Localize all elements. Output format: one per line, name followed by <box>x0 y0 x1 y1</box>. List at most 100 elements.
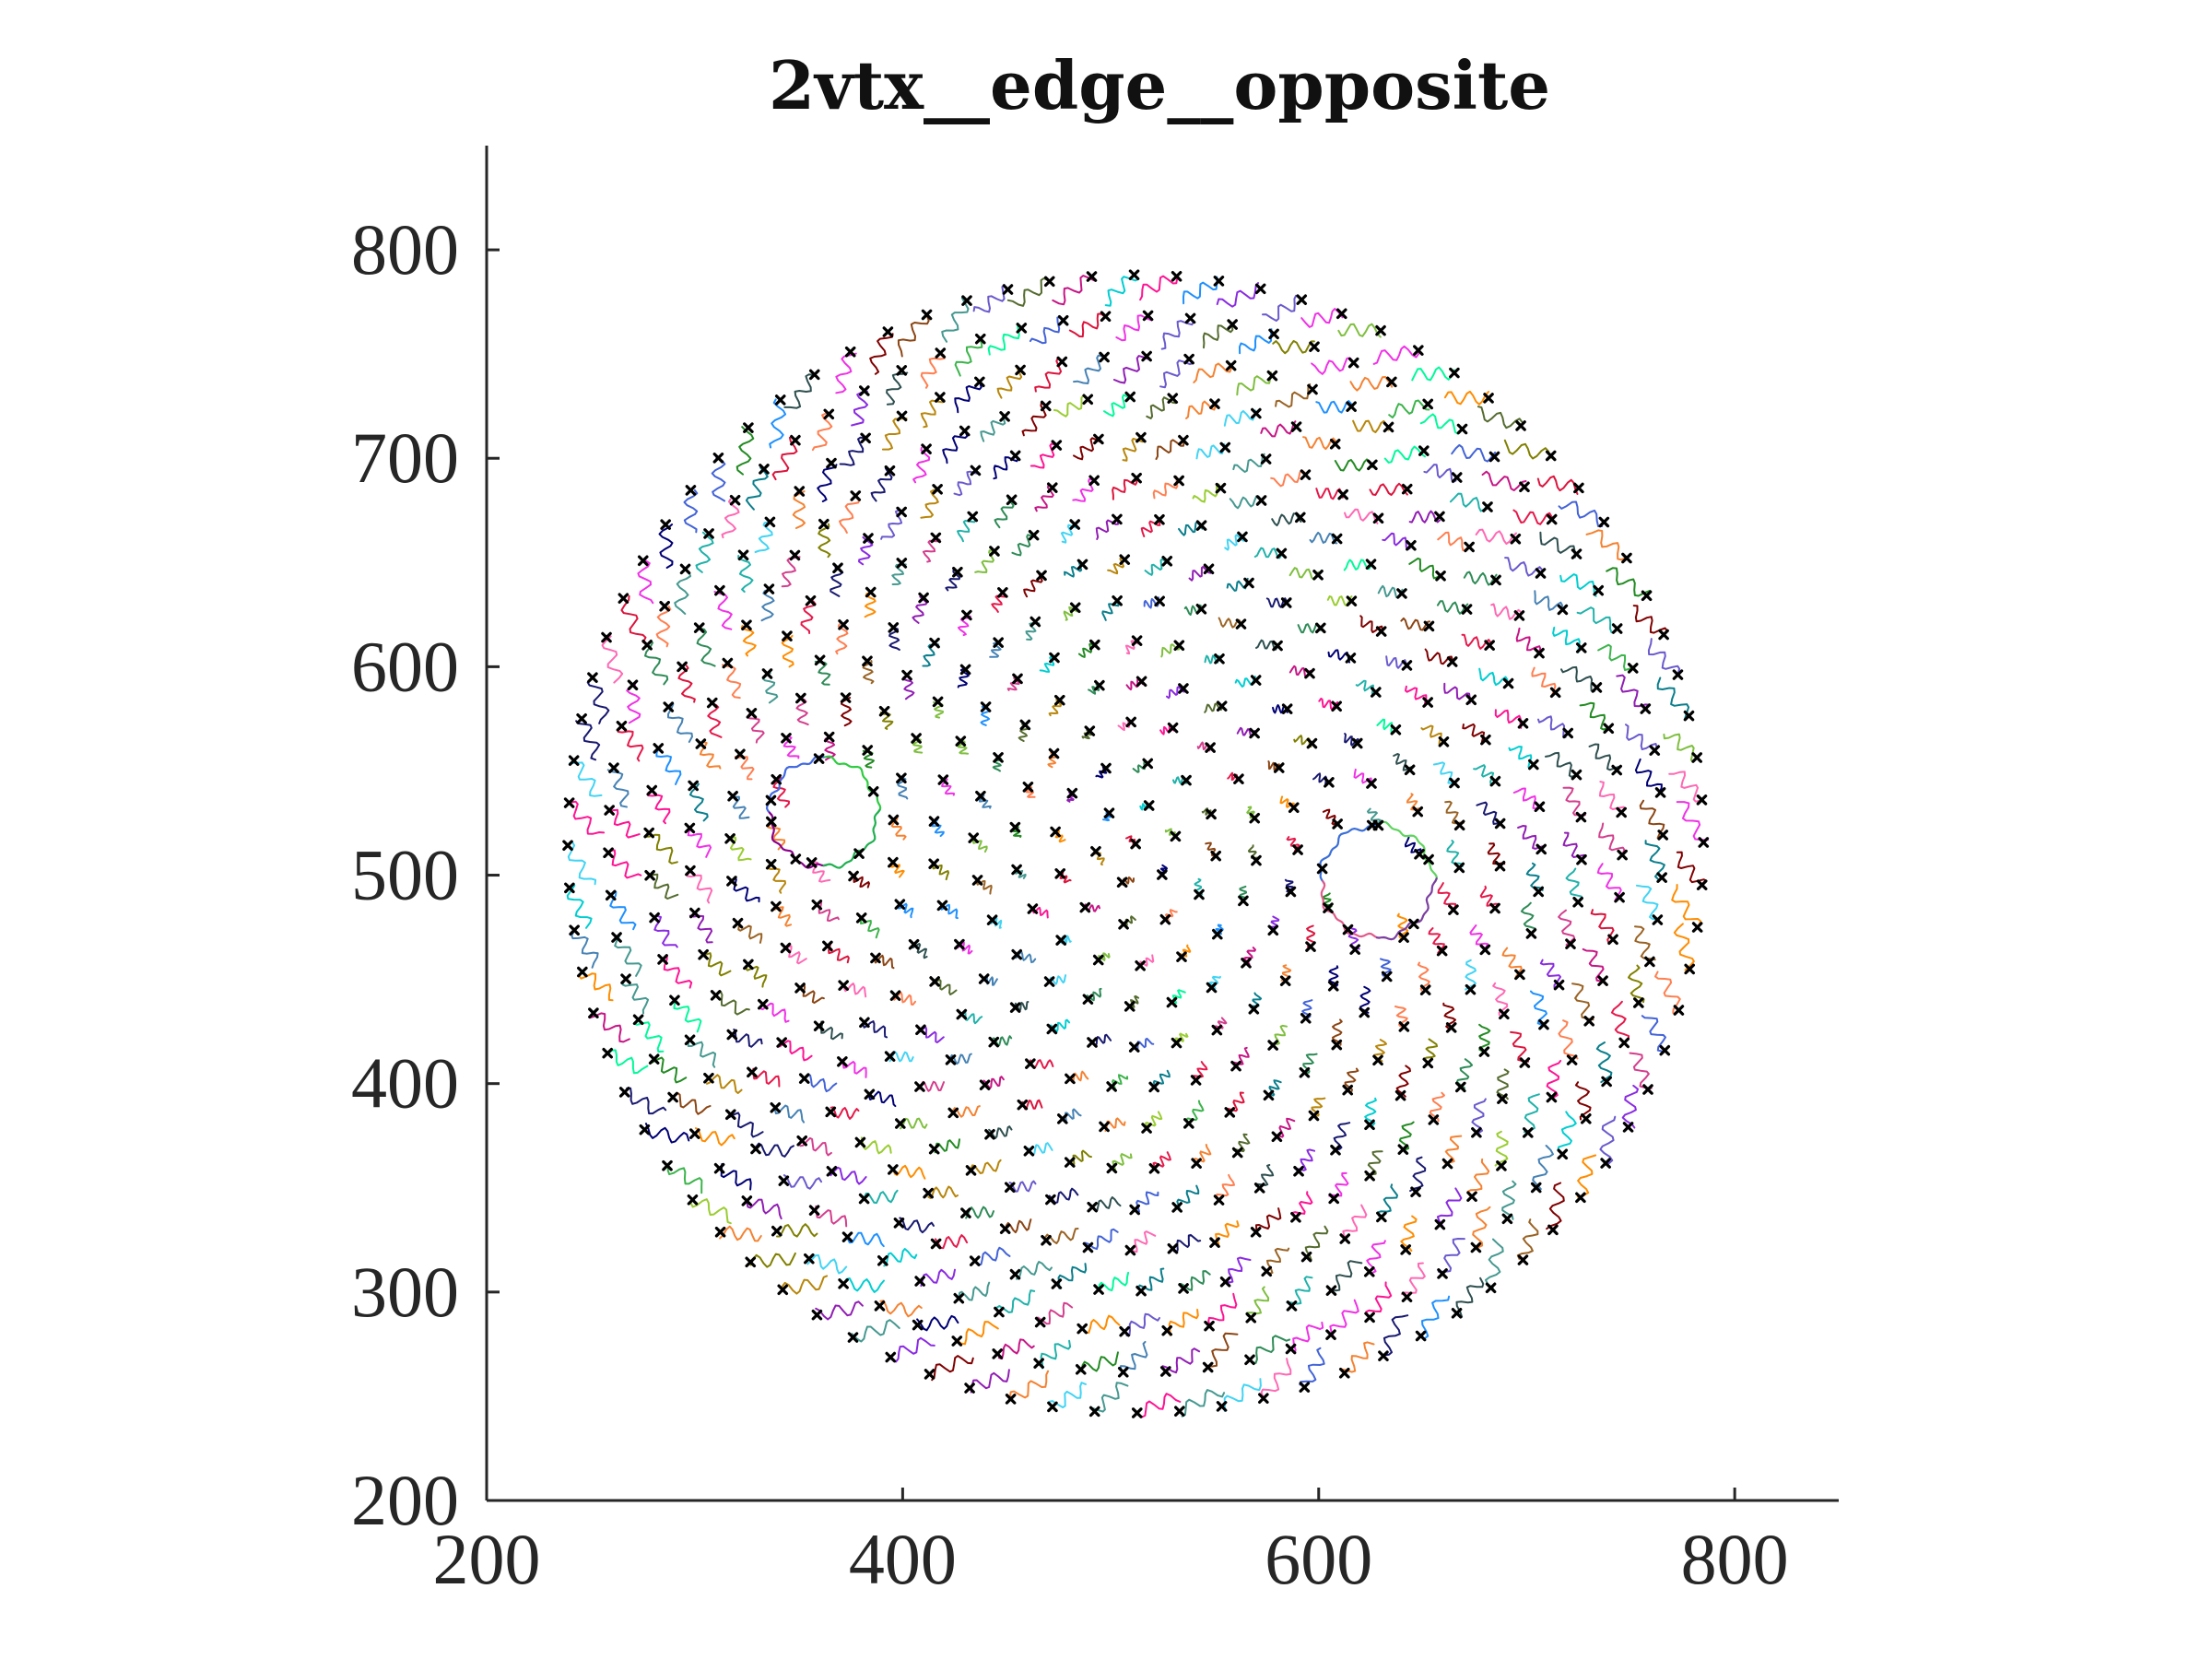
marker <box>1249 812 1261 824</box>
marker <box>1161 1324 1173 1336</box>
marker <box>1093 1284 1104 1295</box>
trail <box>687 1041 717 1068</box>
marker <box>813 753 825 764</box>
marker <box>1212 928 1223 940</box>
trail <box>922 643 939 667</box>
trail <box>1504 557 1543 577</box>
y-tick-label: 400 <box>351 1043 459 1124</box>
trail <box>650 1056 688 1084</box>
marker <box>825 1106 837 1118</box>
trail <box>1139 275 1179 301</box>
trail <box>942 430 969 465</box>
trail <box>1673 923 1695 971</box>
marker <box>867 785 879 797</box>
trail <box>883 1248 918 1267</box>
marker <box>1142 758 1154 770</box>
trail <box>766 865 786 894</box>
marker <box>1597 975 1608 986</box>
marker <box>1401 1291 1413 1303</box>
marker <box>855 912 867 924</box>
marker <box>1157 869 1168 880</box>
marker <box>1598 516 1610 528</box>
trail <box>1557 1111 1577 1156</box>
vortex-loop-segment <box>1372 820 1438 883</box>
trail <box>912 595 928 624</box>
marker <box>1290 1212 1301 1223</box>
trail <box>1523 1093 1540 1134</box>
marker <box>811 1309 823 1321</box>
marker <box>912 1319 924 1331</box>
marker <box>781 733 792 744</box>
trail <box>1015 1261 1053 1280</box>
marker <box>1065 1073 1076 1085</box>
y-tick-label: 700 <box>351 418 459 498</box>
trail <box>1562 831 1587 858</box>
trail <box>737 919 763 944</box>
trail <box>1344 1067 1359 1092</box>
trail <box>1034 484 1054 512</box>
trail <box>862 660 875 685</box>
trail <box>566 884 593 929</box>
marker <box>639 1124 651 1135</box>
marker <box>859 385 870 396</box>
trail <box>1515 627 1542 655</box>
trail <box>1462 723 1486 745</box>
trail <box>997 1338 1035 1360</box>
marker <box>576 713 587 724</box>
trail <box>1243 947 1256 966</box>
marker <box>679 563 691 575</box>
marker <box>1401 483 1413 495</box>
trail <box>1193 1144 1212 1164</box>
trail <box>815 1300 864 1321</box>
marker <box>1089 639 1100 651</box>
marker <box>568 755 580 766</box>
trail <box>1382 532 1411 551</box>
marker <box>1415 1330 1427 1342</box>
marker <box>1213 276 1225 287</box>
marker <box>1019 719 1031 731</box>
marker <box>662 1159 673 1171</box>
marker <box>724 833 735 844</box>
marker <box>795 692 806 704</box>
trail <box>1576 1154 1597 1198</box>
marker <box>1538 1018 1549 1030</box>
marker <box>1219 1276 1231 1288</box>
marker <box>1381 971 1393 982</box>
trail <box>863 1189 899 1205</box>
marker <box>936 900 948 912</box>
marker <box>1691 922 1703 933</box>
trail <box>1571 982 1594 1021</box>
trail <box>728 795 750 819</box>
marker <box>1166 996 1178 1008</box>
marker <box>1268 328 1279 340</box>
marker <box>1528 759 1539 771</box>
trail <box>1598 781 1627 810</box>
marker <box>923 1187 934 1199</box>
marker <box>778 1175 790 1187</box>
trail <box>1255 639 1278 651</box>
marker <box>1576 853 1587 865</box>
marker <box>637 555 649 567</box>
marker <box>808 369 820 381</box>
marker <box>1494 818 1506 830</box>
trail <box>1525 862 1544 891</box>
marker <box>1337 488 1348 500</box>
trail <box>1302 436 1336 451</box>
marker <box>915 1024 926 1036</box>
marker <box>961 609 972 621</box>
marker <box>703 1072 714 1084</box>
marker <box>1438 736 1450 747</box>
marker <box>1027 903 1039 914</box>
marker <box>997 587 1008 598</box>
trail <box>1272 340 1315 355</box>
trail <box>754 521 773 553</box>
trail <box>1039 655 1055 673</box>
marker <box>1214 653 1225 665</box>
marker <box>1206 808 1217 820</box>
trail <box>973 1246 1011 1266</box>
trail <box>1606 567 1652 597</box>
marker <box>1170 830 1182 842</box>
marker <box>823 408 835 420</box>
marker <box>1190 1075 1202 1086</box>
trail <box>1423 464 1457 484</box>
